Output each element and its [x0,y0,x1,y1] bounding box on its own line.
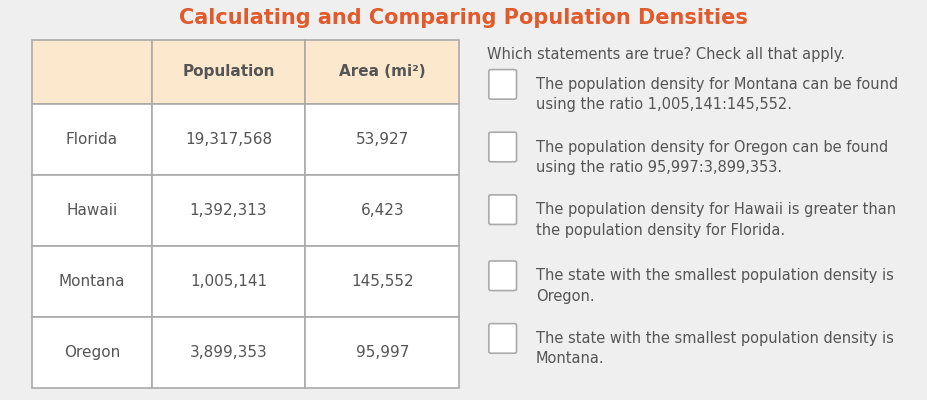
Text: Calculating and Comparing Population Densities: Calculating and Comparing Population Den… [179,8,748,28]
Text: The population density for Hawaii is greater than
the population density for Flo: The population density for Hawaii is gre… [536,202,895,238]
FancyBboxPatch shape [489,70,516,99]
Text: Which statements are true? Check all that apply.: Which statements are true? Check all tha… [487,47,844,62]
Text: The population density for Montana can be found
using the ratio 1,005,141:145,55: The population density for Montana can b… [536,77,898,112]
Text: The state with the smallest population density is
Montana.: The state with the smallest population d… [536,331,894,366]
FancyBboxPatch shape [489,261,516,290]
FancyBboxPatch shape [489,195,516,224]
FancyBboxPatch shape [489,132,516,162]
Text: The state with the smallest population density is
Oregon.: The state with the smallest population d… [536,268,894,304]
FancyBboxPatch shape [489,324,516,353]
Text: The population density for Oregon can be found
using the ratio 95,997:3,899,353.: The population density for Oregon can be… [536,140,888,175]
